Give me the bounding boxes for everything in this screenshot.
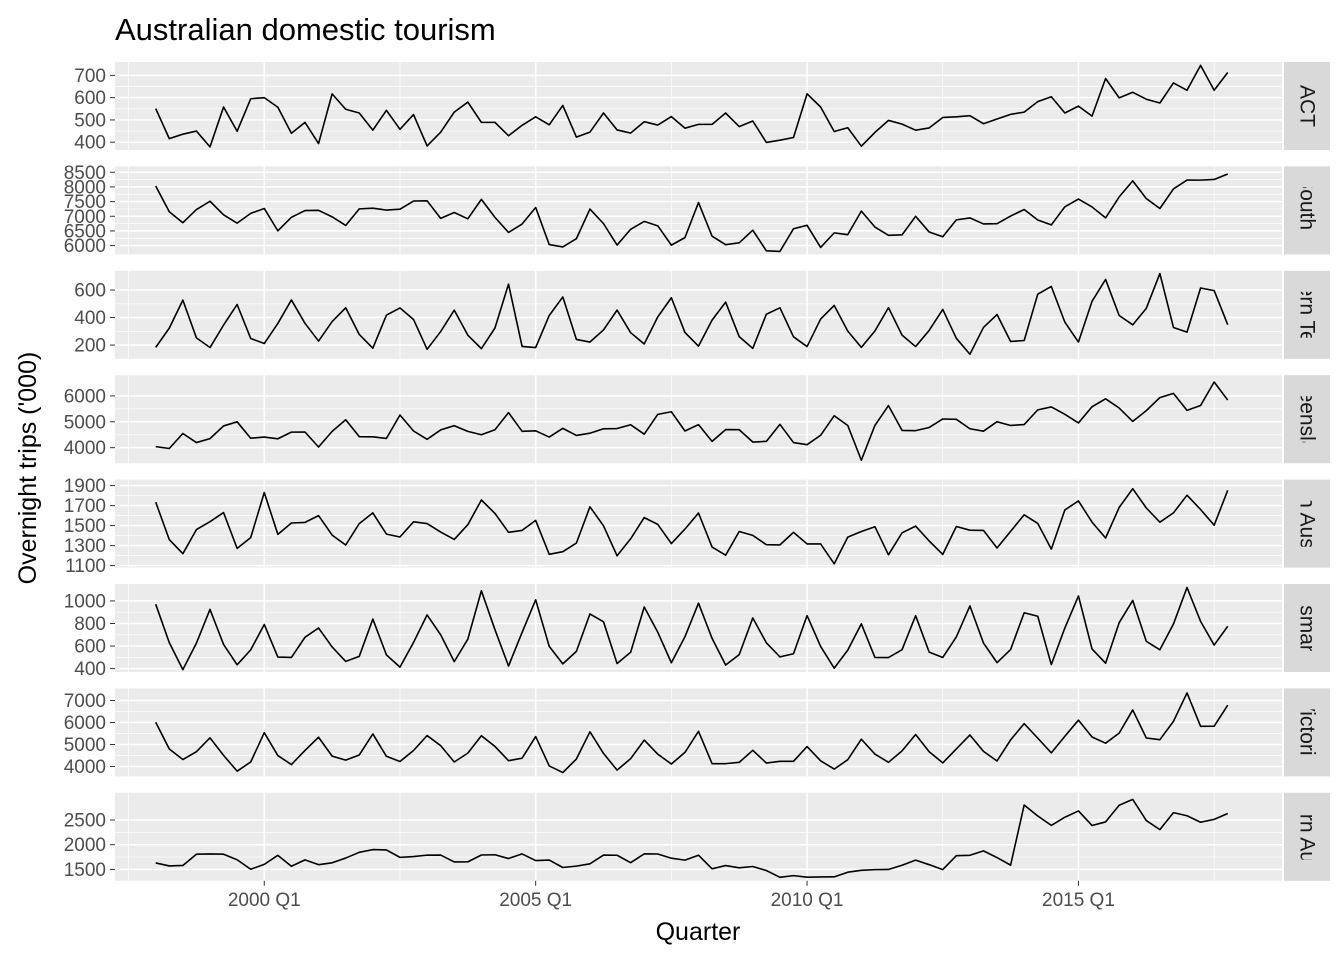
strip-label: Northern Territory (1296, 233, 1319, 396)
panel-background (115, 479, 1282, 568)
tick-label-y: 200 (74, 336, 106, 357)
series-line-act (154, 64, 1229, 148)
series-line-south-australia (154, 487, 1229, 565)
panel-northern-territory: 200 400 600 Northern Territory (74, 233, 1330, 396)
tick-label-y: 7000 (64, 207, 106, 228)
strip-new-south-wales (1284, 166, 1330, 255)
panel-background (115, 375, 1282, 464)
tick-label-y: 8500 (64, 163, 106, 184)
series-line-queensland (155, 381, 1229, 462)
tick-label-y: 2500 (64, 810, 106, 831)
tick-label-y: 2000 (64, 835, 106, 856)
tick-label-y: 1000 (64, 591, 106, 612)
strip-queensland (1284, 375, 1330, 464)
tick-label-y: 6000 (64, 236, 106, 257)
chart-title: Australian domestic tourism (115, 12, 496, 47)
tick-label-y: 600 (74, 281, 106, 302)
tick-label-y: 1500 (64, 516, 106, 537)
tick-label-y: 600 (74, 88, 106, 109)
tick-label-x: 2005 Q1 (499, 890, 572, 911)
tick-label-y: 4000 (64, 438, 106, 459)
x-axis: 2000 Q1 2005 Q1 2010 Q1 2015 Q1 (228, 880, 1115, 911)
strip-tasmania (1284, 584, 1330, 672)
tick-label-x: 2010 Q1 (771, 890, 844, 911)
tick-label-y: 500 (74, 110, 106, 131)
strip-victoria (1284, 688, 1330, 777)
tick-label-y: 800 (74, 614, 106, 635)
strip-western-australia (1284, 792, 1330, 881)
panel-background (115, 62, 1282, 150)
tick-label-x: 2015 Q1 (1042, 890, 1115, 911)
strip-label: Western Australia (1296, 755, 1319, 920)
strip-label: Queensland (1296, 363, 1319, 476)
series-line-victoria (154, 692, 1229, 774)
strip-label: New South Wales (1296, 127, 1319, 293)
strip-northern-territory (1284, 270, 1330, 359)
series-line-new-south-wales (155, 173, 1229, 253)
panel-queensland: 4000 5000 6000 Queensland (64, 363, 1330, 476)
tick-label-y: 6000 (64, 713, 106, 734)
strip-label: ACT (1296, 85, 1319, 127)
tick-label-y: 1700 (64, 496, 106, 517)
tick-label-y: 1300 (64, 536, 106, 557)
strip-label: South Australia (1296, 453, 1319, 595)
tick-label-y: 400 (74, 659, 106, 680)
tick-label-y: 5000 (64, 412, 106, 433)
tick-label-y: 7000 (64, 691, 106, 712)
tick-label-x: 2000 Q1 (228, 890, 301, 911)
series-line-tasmania (154, 586, 1229, 671)
tick-label-y: 6000 (64, 386, 106, 407)
tick-label-y: 5000 (64, 735, 106, 756)
tick-label-y: 1100 (65, 556, 106, 577)
panel-western-australia: 1500 2000 2500 Western Australia (64, 755, 1330, 920)
tick-label-y: 400 (74, 308, 106, 329)
tick-label-y: 700 (74, 66, 106, 87)
tick-label-y: 1500 (64, 860, 106, 881)
strip-label: Victoria (1296, 698, 1319, 768)
strip-label: Tasmania (1296, 583, 1319, 673)
tick-label-y: 1900 (64, 476, 106, 497)
series-line-northern-territory (155, 272, 1229, 356)
tick-label-y: 4000 (64, 757, 106, 778)
tick-label-y: 7500 (64, 192, 106, 213)
x-axis-title: Quarter (656, 918, 741, 946)
tick-label-y: 400 (74, 133, 106, 154)
strip-south-australia (1284, 479, 1330, 568)
tick-label-y: 6500 (64, 221, 106, 242)
tick-label-y: 600 (74, 637, 106, 658)
y-axis-title: Overnight trips ('000) (14, 352, 42, 585)
strip-act (1284, 62, 1330, 150)
tick-label-y: 8000 (64, 177, 106, 198)
panel-background (115, 792, 1282, 881)
series-line-western-australia (155, 798, 1229, 879)
